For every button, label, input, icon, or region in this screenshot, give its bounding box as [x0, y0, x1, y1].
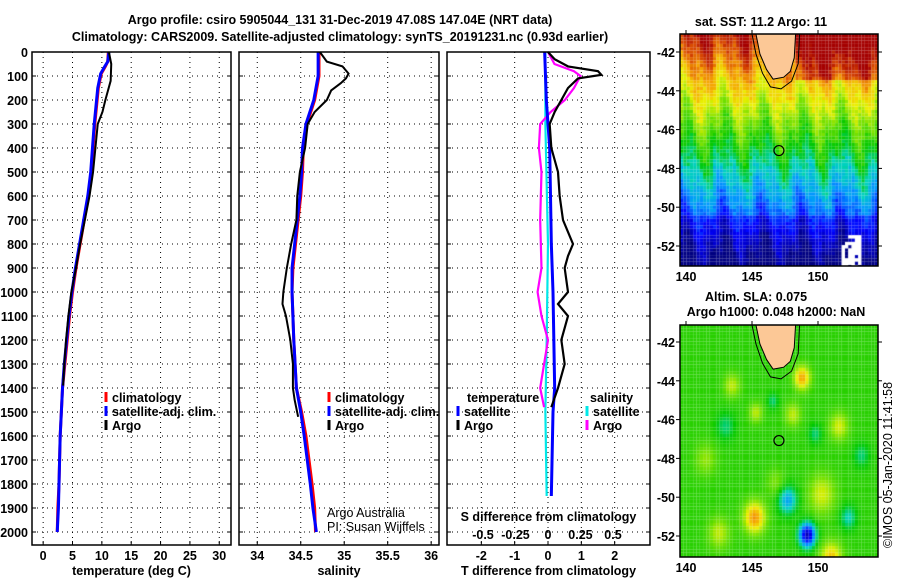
x-tick-label: 34.5: [289, 549, 313, 563]
legend-entry: satellite-adj. clim.: [112, 405, 216, 419]
y-tick-label: 600: [7, 190, 28, 204]
x-tick-label: -2: [476, 549, 487, 563]
series-s-argo: [536, 51, 582, 408]
legend-heading-salinity: salinity: [590, 391, 633, 405]
y-tick-label: 0: [21, 46, 28, 60]
y-tick-label: 700: [7, 214, 28, 228]
y-tick-label: 1800: [0, 478, 28, 492]
y-tick-label: 1900: [0, 502, 28, 516]
series-t-argo: [547, 51, 604, 408]
y-tick-label: 1500: [0, 406, 28, 420]
x-tick-label: 0: [40, 549, 47, 563]
imos-timestamp: ©IMOS 05-Jan-2020 11:41:58: [881, 382, 895, 548]
x-tick-label: 25: [183, 549, 197, 563]
x2-axis-label: S difference from climatology: [461, 510, 637, 524]
legend-entry: satellite: [464, 405, 511, 419]
difference-panel: -2 -1 0 1 2T difference from climatology -0.5…: [446, 51, 651, 578]
x-tick-label: 35: [337, 549, 351, 563]
y-tick-label: 1400: [0, 382, 28, 396]
y-tick-label: 300: [7, 118, 28, 132]
y-tick-label: 2000: [0, 526, 28, 540]
y-tick-label: 1000: [0, 286, 28, 300]
y-tick-label: 800: [7, 238, 28, 252]
x-tick-label: 20: [154, 549, 168, 563]
x2-tick-label: 0.5: [604, 528, 621, 542]
series-argo: [62, 51, 113, 386]
y-tick-label: 900: [7, 262, 28, 276]
x-tick-label: 2: [611, 549, 618, 563]
x-axis-label: T difference from climatology: [461, 564, 636, 578]
y-tick-label: 500: [7, 166, 28, 180]
x-tick-label: 30: [212, 549, 226, 563]
series-satellite-adj-clim-: [55, 51, 111, 533]
legend-entry: Argo: [112, 419, 142, 433]
y-tick-label: 1100: [1, 310, 28, 324]
x2-tick-label: 0.25: [568, 528, 592, 542]
title-line-1: Argo profile: csiro 5905044_131 31-Dec-2…: [128, 13, 553, 27]
x-tick-label: 5: [69, 549, 76, 563]
panel-frame: [31, 51, 232, 546]
y-tick-label: 200: [7, 94, 28, 108]
legend-entry: climatology: [112, 391, 182, 405]
y-tick-label: 1200: [0, 334, 28, 348]
y-tick-label: 1700: [0, 454, 28, 468]
x-tick-label: 10: [95, 549, 109, 563]
legend-entry: Argo: [335, 419, 365, 433]
series-s-satellite: [544, 52, 550, 497]
credit-line-1: Argo Australia: [327, 506, 405, 520]
x-tick-label: 1: [578, 549, 585, 563]
salinity-panel: 34 34.5 35 35.5 36 salinity climatologysatelli…: [238, 51, 440, 578]
title-line-2: Climatology: CARS2009. Satellite-adjuste…: [72, 30, 608, 44]
legend-entry: satellite: [593, 405, 640, 419]
temperature-panel: 0100200300400500600700800900100011001200…: [0, 46, 232, 578]
x-axis-label: temperature (deg C): [72, 564, 191, 578]
legend-entry: Argo: [464, 419, 494, 433]
y-tick-label: 1600: [0, 430, 28, 444]
x2-tick-label: -0.25: [501, 528, 530, 542]
legend-entry: climatology: [335, 391, 405, 405]
x2-tick-label: 0: [545, 528, 552, 542]
legend-entry: Argo: [593, 419, 623, 433]
series-argo: [281, 51, 350, 418]
y-tick-label: 400: [7, 142, 28, 156]
x-tick-label: 36: [424, 549, 438, 563]
y-tick-label: 1300: [0, 358, 28, 372]
series-t-satellite: [543, 51, 557, 497]
x-tick-label: 0: [545, 549, 552, 563]
legend-entry: satellite-adj. clim.: [335, 405, 439, 419]
legend-heading-temperature: temperature: [467, 391, 539, 405]
x-axis-label: salinity: [317, 564, 360, 578]
panel-frame: [446, 51, 651, 546]
y-tick-label: 100: [7, 70, 28, 84]
sla-map-image: [680, 325, 878, 557]
x-tick-label: 34: [250, 549, 264, 563]
x2-tick-label: -0.5: [472, 528, 494, 542]
series-satellite-adj-clim-: [290, 52, 320, 533]
x-tick-label: -1: [509, 549, 520, 563]
x-tick-label: 35.5: [376, 549, 400, 563]
x-tick-label: 15: [124, 549, 138, 563]
panel-frame: [238, 51, 440, 546]
sst-map-image: [680, 34, 878, 266]
credit-line-2: PI: Susan Wijffels: [327, 520, 425, 534]
